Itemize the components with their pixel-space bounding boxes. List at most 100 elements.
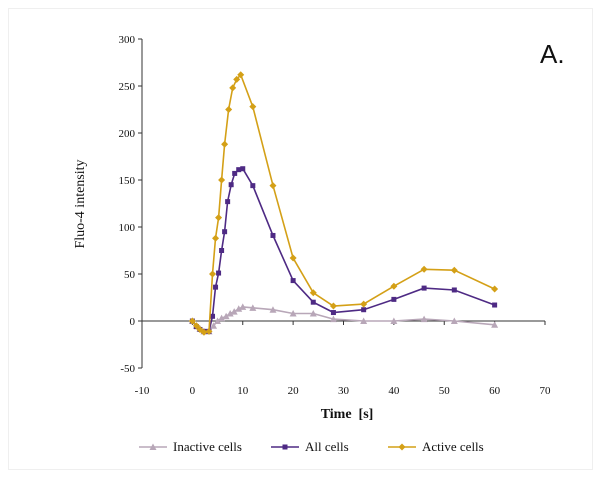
data-point: [226, 309, 234, 317]
legend-label: Active cells: [422, 439, 484, 454]
data-point: [330, 310, 336, 316]
data-point: [212, 234, 220, 242]
legend-label: All cells: [305, 439, 349, 454]
x-tick-label: 10: [237, 385, 249, 397]
data-point: [309, 309, 317, 317]
data-point: [390, 317, 398, 324]
x-tick-label: 40: [388, 385, 400, 397]
data-point: [451, 287, 457, 293]
data-point: [329, 302, 337, 310]
series-active-cells: [188, 71, 499, 336]
data-point: [228, 182, 234, 188]
series-layer: [188, 71, 499, 336]
data-point: [209, 270, 217, 278]
data-point: [249, 103, 257, 111]
data-point: [205, 327, 213, 335]
legend-swatch-marker: [149, 443, 157, 450]
y-tick-label: 0: [130, 316, 136, 328]
data-point: [188, 317, 196, 325]
data-point: [225, 106, 233, 113]
data-point: [192, 322, 200, 330]
data-point: [310, 299, 316, 305]
legend-label: Inactive cells: [173, 439, 242, 454]
x-tick-label: 60: [489, 385, 501, 397]
legend-item: Inactive cells: [139, 439, 242, 454]
data-point: [420, 315, 428, 323]
y-tick-label: 200: [119, 128, 136, 140]
legend-swatch-marker: [398, 443, 406, 451]
data-point: [309, 289, 317, 297]
data-point: [239, 303, 247, 310]
series-inactive-cells: [188, 303, 499, 335]
y-tick-label: 150: [119, 175, 136, 187]
legend: Inactive cells All cells Active cells: [139, 439, 484, 454]
data-point: [329, 315, 337, 323]
y-tick-label: 100: [119, 222, 136, 234]
data-point: [450, 317, 458, 324]
data-point: [237, 71, 245, 79]
chart-frame: [8, 8, 593, 470]
data-point: [218, 176, 226, 184]
series-all-cells: [189, 166, 498, 334]
data-point: [270, 232, 276, 238]
data-point: [269, 182, 277, 190]
legend-item: All cells: [271, 439, 349, 454]
data-point: [249, 304, 257, 311]
data-point: [229, 84, 237, 92]
data-point: [420, 265, 428, 273]
y-tick-label: -50: [120, 363, 135, 375]
data-point: [210, 313, 216, 319]
series-line: [191, 167, 495, 333]
y-axis-title: Fluo-4 intensity: [73, 159, 88, 248]
data-point: [421, 285, 427, 291]
panel-label: A.: [540, 39, 565, 69]
data-point: [218, 314, 226, 322]
x-tick-label: -10: [135, 385, 150, 397]
series-line: [191, 73, 495, 334]
data-point: [289, 309, 297, 317]
data-point: [200, 328, 208, 336]
x-tick-label: 50: [439, 385, 451, 397]
data-point: [213, 284, 219, 290]
data-point: [222, 229, 228, 235]
data-point: [232, 170, 238, 176]
data-point: [225, 199, 231, 205]
data-point: [361, 307, 367, 313]
data-point: [360, 300, 368, 308]
legend-swatch-marker: [282, 444, 288, 450]
data-point: [215, 214, 223, 222]
data-point: [219, 248, 225, 253]
x-tick-label: 20: [288, 385, 300, 397]
data-point: [235, 305, 243, 312]
data-point: [222, 312, 230, 320]
axes: -50 0 50 100 150 200 250 300 -10 0 10 20 30 40 50 60 70: [119, 34, 552, 397]
x-tick-label: 30: [338, 385, 350, 397]
data-point: [230, 308, 238, 315]
data-point: [214, 317, 222, 324]
data-point: [236, 167, 242, 173]
y-tick-label: 250: [119, 81, 136, 93]
data-point: [240, 166, 246, 172]
data-point: [221, 140, 229, 148]
data-point: [210, 322, 218, 329]
legend-item: Active cells: [388, 439, 484, 454]
x-tick-label: 70: [540, 385, 552, 397]
data-point: [216, 270, 222, 276]
data-point: [360, 317, 368, 324]
data-point: [450, 266, 458, 274]
data-point: [290, 278, 296, 284]
x-tick-label: 0: [190, 385, 196, 397]
data-point: [491, 321, 499, 328]
data-point: [391, 296, 397, 302]
data-point: [233, 75, 241, 83]
data-point: [269, 306, 277, 313]
y-tick-label: 300: [119, 34, 136, 46]
x-axis-title: Time [s]: [321, 407, 374, 422]
y-tick-label: 50: [124, 269, 136, 281]
data-point: [491, 285, 499, 293]
data-point: [289, 254, 297, 262]
data-point: [492, 302, 498, 308]
data-point: [250, 183, 256, 189]
data-point: [390, 282, 398, 290]
